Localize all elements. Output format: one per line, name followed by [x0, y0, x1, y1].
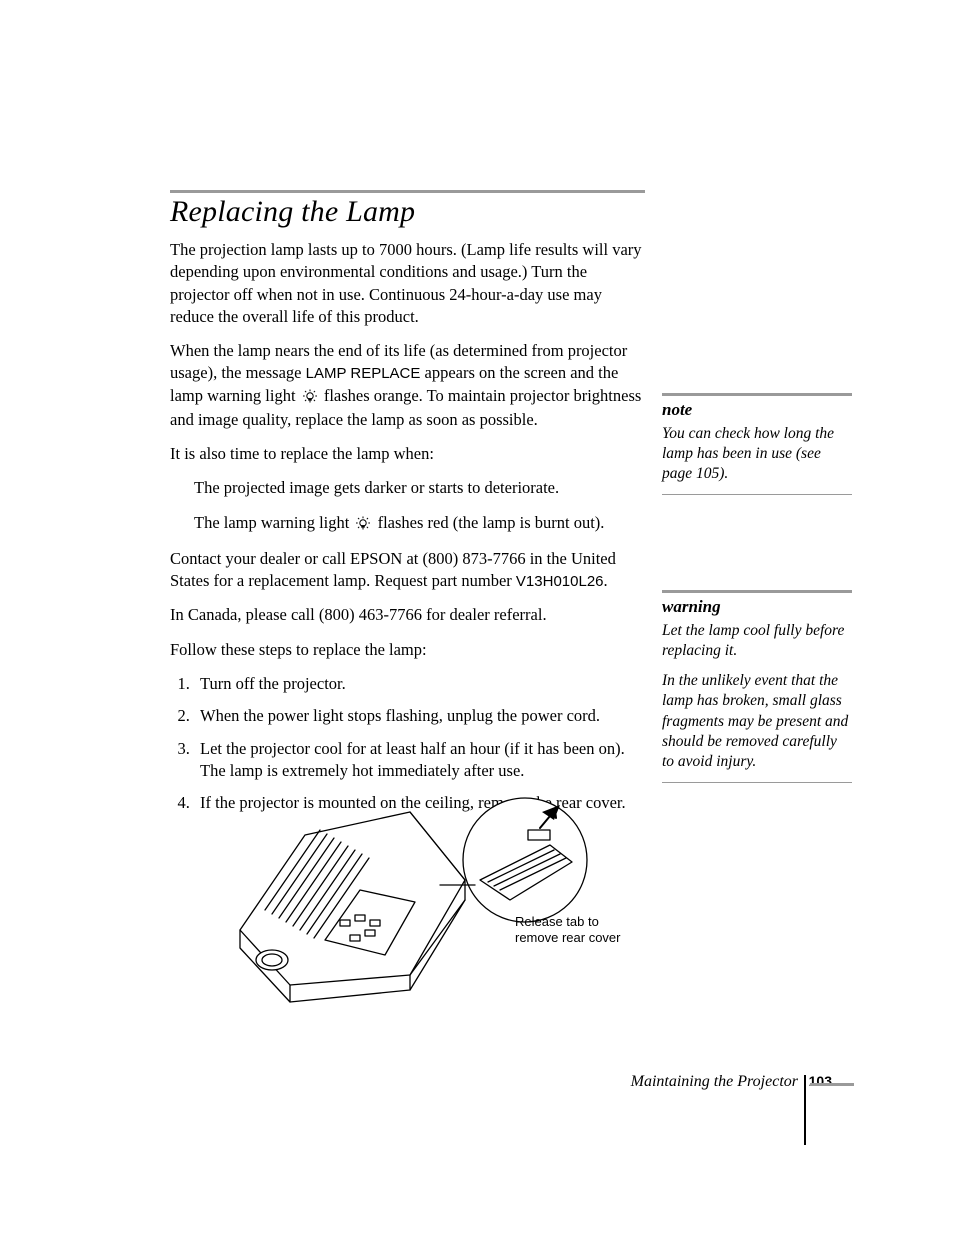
warning-bottom-rule — [662, 782, 852, 783]
para-intro: The projection lamp lasts up to 7000 hou… — [170, 239, 645, 328]
footer-rule — [810, 1083, 854, 1086]
note-box: note You can check how long the lamp has… — [662, 393, 852, 495]
para-replace-msg: When the lamp nears the end of its life … — [170, 340, 645, 431]
caption-line1: Release tab to — [515, 914, 599, 929]
warning-title: warning — [662, 596, 852, 619]
footer-vertical-rule — [804, 1075, 806, 1145]
projector-figure — [210, 790, 620, 1015]
lamp-icon — [355, 514, 371, 536]
footer-page-number: 103 — [809, 1073, 832, 1089]
text: flashes red (the lamp is burnt out). — [373, 513, 604, 532]
warning-top-rule — [662, 590, 852, 593]
warning-body-1: Let the lamp cool fully before replacing… — [662, 621, 852, 661]
figure-caption: Release tab to remove rear cover — [515, 914, 655, 947]
para-contact: Contact your dealer or call EPSON at (80… — [170, 548, 645, 593]
caption-line2: remove rear cover — [515, 930, 620, 945]
note-bottom-rule — [662, 494, 852, 495]
para-follow: Follow these steps to replace the lamp: — [170, 639, 645, 661]
para-canada: In Canada, please call (800) 463-7766 fo… — [170, 604, 645, 626]
note-body: You can check how long the lamp has been… — [662, 424, 852, 484]
note-title: note — [662, 399, 852, 422]
step-1: Turn off the projector. — [194, 673, 645, 695]
page: Replacing the Lamp The projection lamp l… — [0, 0, 954, 1235]
warning-box: warning Let the lamp cool fully before r… — [662, 590, 852, 783]
page-footer: Maintaining the Projector 103 — [0, 1073, 954, 1093]
step-3: Let the projector cool for at least half… — [194, 738, 645, 783]
bullet-flash-red: The lamp warning light flashes red (the … — [194, 512, 645, 536]
page-heading: Replacing the Lamp — [170, 195, 645, 229]
bullet-darker: The projected image gets darker or start… — [194, 477, 645, 499]
text: The lamp warning light — [194, 513, 353, 532]
warning-body-2: In the unlikely event that the lamp has … — [662, 671, 852, 772]
footer-section-title: Maintaining the Projector — [631, 1073, 798, 1091]
text: . — [604, 571, 608, 590]
main-column: Replacing the Lamp The projection lamp l… — [170, 190, 645, 824]
para-when: It is also time to replace the lamp when… — [170, 443, 645, 465]
note-top-rule — [662, 393, 852, 396]
part-number: V13H010L26 — [516, 573, 604, 590]
lamp-replace-label: LAMP REPLACE — [306, 365, 421, 382]
lamp-icon — [302, 387, 318, 409]
step-2: When the power light stops flashing, unp… — [194, 705, 645, 727]
heading-rule — [170, 190, 645, 193]
